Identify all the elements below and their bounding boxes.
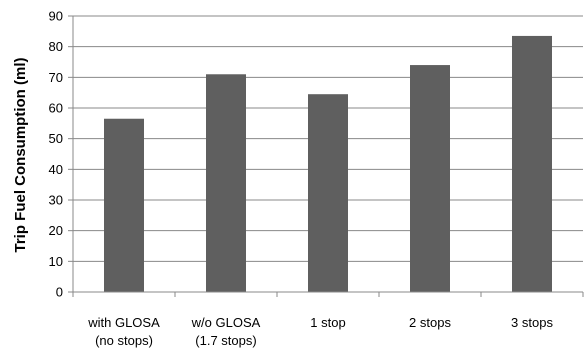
y-axis-title: Trip Fuel Consumption (ml) xyxy=(12,58,29,253)
x-category-label: (no stops) xyxy=(95,333,153,348)
bars xyxy=(104,35,552,293)
x-category-label: 3 stops xyxy=(511,315,553,330)
y-tick-label: 30 xyxy=(49,193,63,208)
bar xyxy=(206,74,246,293)
y-tick-label: 0 xyxy=(56,285,63,300)
y-tick-label: 10 xyxy=(49,254,63,269)
x-axis xyxy=(72,16,584,297)
x-category-label: 1 stop xyxy=(310,315,345,330)
x-category-label: w/o GLOSA xyxy=(191,315,261,330)
y-tick-label: 40 xyxy=(49,162,63,177)
x-category-label: with GLOSA xyxy=(87,315,160,330)
y-tick-label: 90 xyxy=(49,9,63,24)
bar xyxy=(410,65,450,292)
y-tick-label: 20 xyxy=(49,223,63,238)
y-tick-label: 50 xyxy=(49,131,63,146)
bar xyxy=(512,35,552,292)
bar xyxy=(308,94,348,292)
y-tick-label: 60 xyxy=(49,101,63,116)
y-tick-label: 70 xyxy=(49,70,63,85)
bar xyxy=(104,118,144,292)
y-tick-label: 80 xyxy=(49,39,63,54)
y-axis-ticks: 0 10 20 30 40 50 60 70 80 90 xyxy=(49,9,73,300)
x-category-label: (1.7 stops) xyxy=(195,333,256,348)
x-axis-labels: with GLOSA (no stops) w/o GLOSA (1.7 stops)… xyxy=(87,315,553,348)
x-category-label: 2 stops xyxy=(409,315,451,330)
